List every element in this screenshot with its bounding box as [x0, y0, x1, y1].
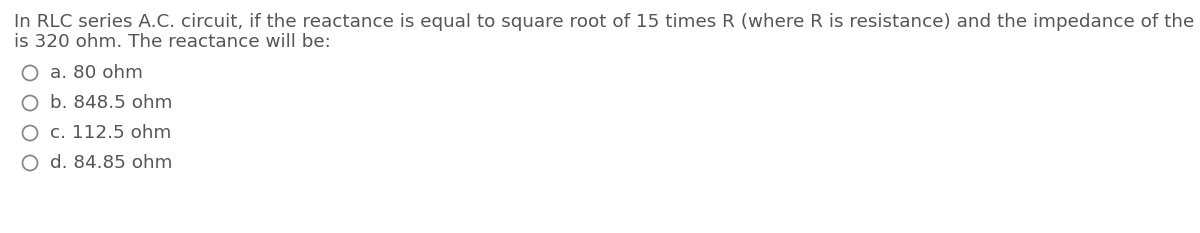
Text: is 320 ohm. The reactance will be:: is 320 ohm. The reactance will be: [14, 33, 331, 51]
Text: In RLC series A.C. circuit, if the reactance is equal to square root of 15 times: In RLC series A.C. circuit, if the react… [14, 13, 1200, 31]
Text: a. 80 ohm: a. 80 ohm [50, 64, 143, 82]
Text: c. 112.5 ohm: c. 112.5 ohm [50, 123, 172, 141]
Text: b. 848.5 ohm: b. 848.5 ohm [50, 93, 173, 112]
Text: d. 84.85 ohm: d. 84.85 ohm [50, 154, 173, 171]
